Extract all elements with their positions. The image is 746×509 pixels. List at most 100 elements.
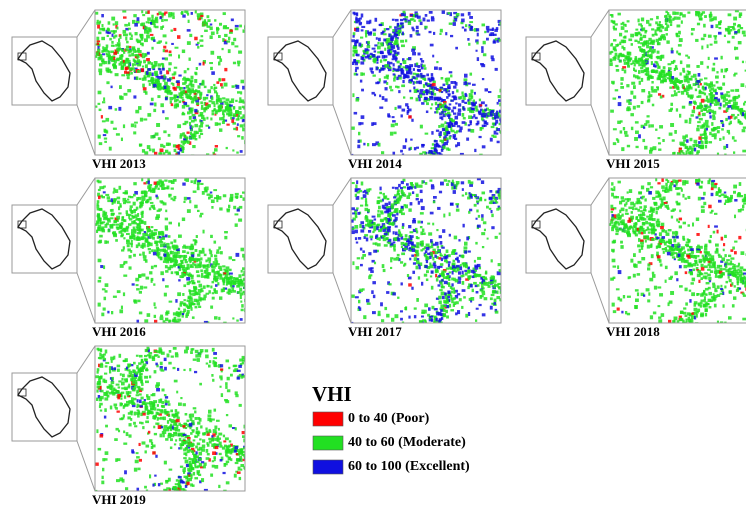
pixel: [476, 291, 479, 293]
pixel: [147, 145, 151, 149]
pixel: [120, 96, 124, 100]
pixel: [461, 13, 464, 16]
pixel: [205, 260, 207, 263]
pixel: [141, 68, 144, 72]
pixel: [185, 93, 188, 95]
pixel: [708, 109, 711, 113]
pixel: [627, 64, 630, 67]
pixel: [140, 245, 142, 249]
pixel: [182, 250, 186, 253]
pixel: [403, 60, 407, 64]
pixel: [133, 70, 135, 73]
panel-label: VHI 2017: [348, 324, 402, 339]
pixel: [659, 125, 663, 128]
pixel: [437, 207, 440, 210]
pixel: [116, 58, 120, 60]
pixel: [110, 71, 112, 74]
pixel: [196, 132, 199, 135]
pixel: [121, 49, 124, 52]
pixel: [465, 314, 468, 318]
pixel: [428, 307, 431, 310]
pixel: [134, 61, 138, 63]
pixel: [355, 230, 358, 234]
pixel: [443, 313, 447, 317]
pixel: [142, 53, 144, 56]
pixel: [151, 234, 155, 236]
pixel: [440, 182, 444, 186]
pixel: [357, 145, 360, 149]
pixel: [357, 257, 360, 259]
pixel: [430, 44, 434, 47]
pixel: [470, 181, 474, 184]
pixel: [444, 121, 446, 124]
pixel: [459, 130, 462, 133]
pixel: [651, 254, 654, 258]
pixel: [733, 23, 736, 26]
pixel: [619, 228, 622, 231]
pixel: [696, 264, 698, 266]
pixel: [673, 60, 675, 63]
pixel: [438, 296, 441, 300]
pixel: [720, 120, 723, 122]
pixel: [360, 264, 363, 266]
pixel: [431, 77, 433, 81]
pixel: [173, 319, 175, 322]
pixel: [446, 183, 449, 186]
pixel: [147, 228, 151, 232]
pixel: [235, 45, 239, 47]
pixel: [168, 194, 171, 197]
pixel: [113, 128, 117, 130]
pixel: [463, 296, 466, 298]
pixel: [729, 268, 733, 270]
pixel: [181, 11, 183, 15]
pixel: [407, 106, 409, 109]
pixel: [432, 55, 434, 58]
pixel: [496, 128, 500, 131]
pixel: [146, 71, 148, 75]
pixel: [429, 150, 433, 153]
pixel: [108, 21, 111, 24]
pixel: [399, 210, 403, 213]
pixel: [237, 123, 239, 126]
pixel: [443, 214, 445, 218]
pixel: [163, 49, 165, 52]
pixel: [143, 255, 147, 258]
pixel: [487, 238, 489, 240]
pixel: [138, 50, 142, 53]
pixel: [119, 63, 123, 66]
pixel: [700, 105, 704, 107]
pixel: [415, 15, 418, 18]
pixel: [151, 266, 154, 269]
pixel: [714, 41, 718, 44]
pixel: [361, 14, 364, 18]
pixel: [182, 293, 184, 296]
pixel: [223, 12, 226, 15]
pixel: [610, 110, 614, 113]
pixel: [678, 44, 682, 47]
pixel: [200, 213, 203, 215]
pixel: [380, 42, 383, 44]
pixel: [732, 304, 735, 307]
pixel: [733, 151, 735, 153]
pixel: [210, 67, 213, 70]
pixel: [481, 64, 485, 67]
pixel: [140, 118, 143, 122]
pixel: [144, 75, 146, 79]
pixel: [202, 80, 205, 83]
pixel: [167, 186, 170, 190]
pixel: [468, 115, 472, 119]
pixel: [219, 128, 222, 131]
pixel: [147, 61, 151, 63]
pixel: [395, 225, 398, 227]
pixel: [431, 73, 433, 76]
pixel: [117, 227, 120, 230]
pixel: [126, 46, 129, 48]
pixel: [415, 228, 417, 231]
pixel: [412, 52, 416, 55]
pixel: [432, 223, 434, 226]
pixel: [486, 38, 489, 41]
pixel: [742, 61, 744, 63]
pixel: [101, 14, 104, 17]
pixel: [361, 182, 364, 186]
pixel: [353, 50, 356, 53]
